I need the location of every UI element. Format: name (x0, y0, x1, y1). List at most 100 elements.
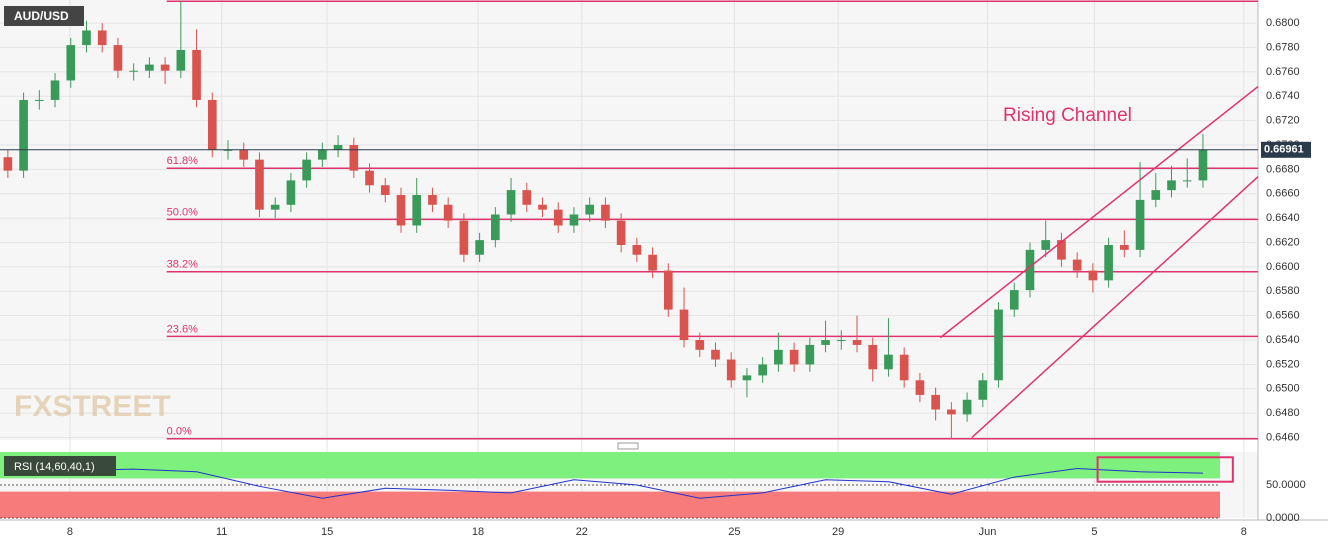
candle-body (286, 180, 296, 205)
candle-body (758, 364, 767, 376)
candle-body (506, 190, 516, 215)
candle-body (318, 149, 327, 160)
candle-body (522, 190, 532, 205)
candle-body (616, 220, 626, 245)
x-tick-label: 22 (576, 526, 588, 538)
candle-body (1151, 190, 1161, 200)
y-tick-label: 0.6640 (1266, 212, 1300, 224)
candle-body (726, 359, 736, 381)
y-tick-label: 0.6760 (1266, 66, 1300, 78)
candle-body (836, 340, 846, 342)
candle-body (774, 349, 783, 365)
candle-body (270, 204, 280, 210)
candle-body (962, 399, 972, 415)
x-tick-label: 18 (472, 526, 484, 538)
y-tick-label: 0.6800 (1266, 17, 1300, 29)
y-tick-label: 0.6480 (1266, 407, 1300, 419)
candle-body (223, 149, 233, 151)
candle-body (632, 244, 642, 255)
candle-body (789, 349, 799, 365)
pane-resize-handle[interactable] (617, 442, 639, 450)
candle-body (1009, 290, 1019, 310)
watermark: FXSTREET (14, 390, 171, 423)
fibonacci-label: 0.0% (167, 426, 192, 438)
x-tick-label: 11 (216, 526, 227, 538)
x-tick-label: 25 (728, 526, 740, 538)
x-tick-label: 15 (321, 526, 333, 538)
candle-body (994, 309, 1003, 381)
y-tick-label: 0.6580 (1266, 285, 1300, 297)
fibonacci-label: 23.6% (167, 323, 198, 335)
rsi-label: RSI (14,60,40,1) (14, 461, 95, 473)
candle-body (1135, 199, 1145, 250)
candle-body (711, 349, 720, 360)
candle-body (1025, 249, 1035, 291)
rsi-tick-label: 0.0000 (1266, 512, 1300, 524)
candle-body (475, 240, 484, 255)
candle-body (207, 99, 217, 150)
candle-body (585, 204, 595, 215)
candle-body (742, 375, 752, 381)
candle-body (947, 409, 956, 415)
candle-body (380, 185, 390, 196)
rsi-highlight-box (1096, 456, 1234, 483)
rsi-zone (0, 452, 1220, 479)
candle-body (19, 99, 28, 171)
candle-body (931, 394, 940, 410)
x-tick-label: 29 (832, 526, 844, 538)
y-tick-label: 0.6460 (1266, 431, 1300, 443)
fibonacci-label: 38.2% (167, 259, 198, 271)
candle-body (443, 204, 453, 221)
candle-body (396, 195, 406, 226)
candle-body (176, 49, 186, 71)
y-tick-label: 0.6660 (1266, 188, 1300, 200)
rsi-zone (0, 491, 1220, 518)
candle-body (569, 214, 579, 226)
candle-body (1120, 244, 1129, 250)
candle-body (1057, 240, 1066, 260)
candle-body (884, 354, 893, 370)
x-tick-label: 8 (67, 526, 73, 538)
candle-body (821, 340, 830, 345)
candle-body (663, 270, 673, 310)
x-tick-label: 5 (1091, 526, 1097, 538)
symbol-badge (4, 6, 84, 26)
rsi-tick-label: 50.0000 (1266, 479, 1306, 491)
y-tick-label: 0.6740 (1266, 90, 1300, 102)
y-tick-label: 0.6720 (1266, 115, 1300, 127)
candle-body (1104, 244, 1113, 281)
y-tick-label: 0.6560 (1266, 310, 1300, 322)
candle-body (129, 70, 138, 72)
channel-line (971, 176, 1259, 439)
candle-body (1167, 180, 1176, 191)
candle-body (852, 340, 862, 345)
x-tick-label: Jun (979, 526, 997, 538)
candle-body (553, 209, 563, 226)
candle-body (679, 309, 689, 341)
candle-body (50, 80, 60, 100)
candle-body (349, 145, 359, 171)
y-tick-label: 0.6540 (1266, 334, 1300, 346)
y-tick-label: 0.6620 (1266, 236, 1300, 248)
y-tick-label: 0.6500 (1266, 383, 1300, 395)
candle-body (302, 159, 311, 181)
candle-body (1041, 240, 1051, 250)
candle-body (1198, 149, 1208, 181)
candle-body (34, 99, 44, 101)
candle-body (97, 30, 107, 46)
candle-body (978, 380, 988, 400)
candle-body (648, 254, 657, 271)
candle-body (255, 159, 264, 210)
candle-body (333, 145, 343, 150)
y-tick-label: 0.6680 (1266, 163, 1300, 175)
candle-body (805, 344, 815, 365)
candle-body (3, 157, 13, 171)
current-price-label: 0.66961 (1264, 144, 1304, 156)
candle-body (66, 45, 76, 81)
candle-body (412, 195, 422, 226)
candle-body (365, 170, 374, 186)
candle-body (601, 204, 610, 221)
candle-body (915, 380, 925, 395)
candle-body (868, 344, 878, 370)
